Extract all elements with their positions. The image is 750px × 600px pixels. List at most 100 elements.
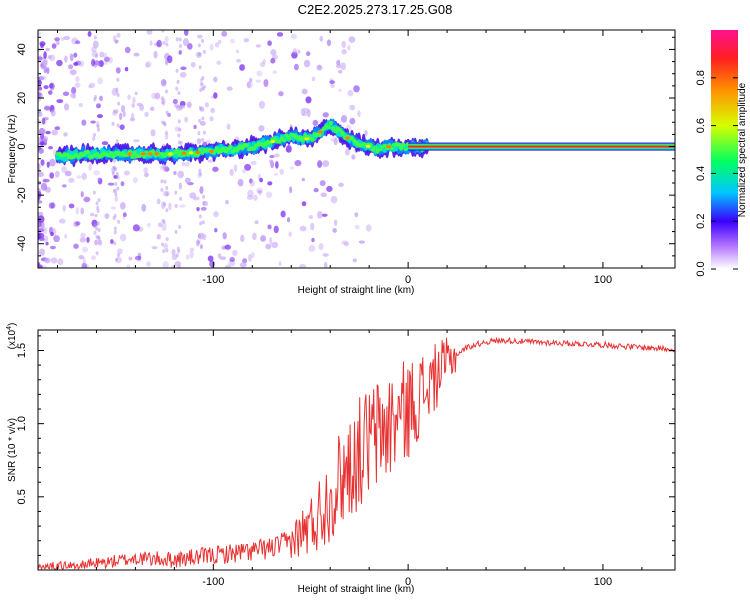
- spectrogram-speckle: [50, 231, 54, 237]
- spectrogram-speckle: [341, 49, 347, 55]
- spectrogram-streak: [97, 62, 101, 67]
- spectrogram-speckle: [97, 77, 103, 85]
- spectrogram-streak: [165, 89, 169, 94]
- spectrogram-speckle: [43, 65, 48, 74]
- spectrogram-speckle: [273, 225, 279, 234]
- spectrogram-speckle: [68, 203, 75, 209]
- spectrogram-speckle: [116, 32, 121, 38]
- spectrogram-panel: -100 0 100 40 20 0 -20 -40 Height of straight l…: [7, 29, 676, 296]
- spectrogram-speckle: [242, 168, 247, 174]
- spectrogram-hotspot: [304, 137, 310, 141]
- spectrogram-streak: [97, 177, 101, 182]
- spectrogram-speckle: [184, 161, 190, 167]
- spectrogram-speckle: [40, 221, 45, 229]
- spectrogram-speckle: [279, 169, 285, 175]
- spectrogram-speckle: [244, 163, 252, 171]
- spectrogram-speckle: [132, 96, 136, 104]
- spectrogram-ridge-blob: [228, 144, 233, 149]
- spectrogram-speckle: [323, 261, 328, 268]
- spectrogram-speckle: [42, 178, 50, 183]
- spectrogram-speckle: [156, 233, 161, 240]
- spectrogram-speckle: [294, 160, 302, 167]
- y-tick-label: 1.5: [16, 343, 28, 358]
- spectrogram-speckle: [70, 92, 76, 99]
- spectrogram-speckle: [71, 86, 77, 95]
- spectrogram-speckle: [87, 30, 92, 37]
- spectrogram-speckle: [149, 106, 155, 112]
- spectrogram-speckle: [80, 232, 86, 238]
- spectrogram-speckle: [262, 58, 266, 64]
- spectrogram-speckle: [292, 48, 298, 54]
- spectrogram-streak: [117, 219, 121, 224]
- spectrogram-speckle: [64, 170, 72, 177]
- spectrogram-speckle: [280, 210, 286, 218]
- spectrogram-ridge-blob: [403, 147, 408, 151]
- spectrogram-speckle: [163, 242, 169, 250]
- spectrogram-speckle: [254, 220, 259, 225]
- spectrogram-speckle: [64, 234, 68, 239]
- spectrogram-speckle: [154, 92, 161, 100]
- spectrogram-speckle: [256, 187, 263, 194]
- spectrogram-speckle: [301, 201, 307, 207]
- spectrogram-ridge-blob: [251, 146, 257, 151]
- spectrogram-speckle: [56, 59, 63, 67]
- spectrogram-speckle: [257, 190, 263, 194]
- spectrogram-streak: [202, 130, 206, 135]
- spectrogram-streak: [197, 234, 201, 239]
- spectrogram-speckle: [229, 168, 234, 176]
- spectrogram-speckle: [252, 232, 257, 241]
- snr-y-axis-label: SNR (10 * v/v): [7, 418, 18, 482]
- spectrogram-speckle: [61, 166, 68, 173]
- spectrogram-speckle: [258, 189, 262, 196]
- spectrogram-speckle: [293, 63, 299, 71]
- spectrogram-speckle: [267, 40, 272, 46]
- spectrogram-streak: [198, 214, 202, 219]
- spectrogram-streak: [96, 209, 100, 214]
- spectrogram-speckle: [308, 245, 316, 253]
- colorbar-tick-label: 0.4: [695, 166, 707, 181]
- spectrogram-speckle: [317, 211, 323, 219]
- spectrogram-streak: [164, 165, 168, 170]
- spectrogram-streak: [178, 43, 182, 48]
- spectrogram-speckle: [78, 60, 85, 67]
- spectrogram-speckle: [81, 172, 87, 180]
- spectrogram-streak: [113, 109, 117, 114]
- spectrogram-speckle: [144, 62, 150, 68]
- colorbar: 0.0 0.2 0.4 0.6 0.8 Normalized spectral ampl…: [695, 30, 748, 277]
- spectrogram-streak: [162, 220, 166, 225]
- x-tick-label: -100: [202, 274, 224, 286]
- spectrogram-streak: [115, 172, 119, 177]
- spectrogram-speckle: [180, 66, 187, 71]
- spectrogram-ridge-blob: [317, 132, 322, 138]
- spectrogram-speckle: [117, 248, 123, 255]
- spectrogram-speckle: [91, 58, 96, 67]
- spectrogram-speckle: [179, 100, 186, 107]
- spectrogram-speckle: [229, 38, 235, 44]
- spectrogram-streak: [162, 164, 166, 169]
- x-tick-label: -100: [202, 576, 224, 588]
- spectrogram-streak: [176, 104, 180, 109]
- spectrogram-streak: [198, 118, 202, 123]
- spectrogram-speckle: [143, 172, 149, 178]
- spectrogram-streak: [199, 243, 203, 248]
- spectrogram-streak: [197, 52, 201, 57]
- spectrogram-ridge-blob: [326, 124, 331, 130]
- spectrogram-speckle: [151, 246, 158, 250]
- spectrogram-ridge-blob: [328, 120, 334, 126]
- spectrogram-streak: [92, 224, 96, 229]
- spectrogram-speckle: [47, 55, 53, 60]
- spectrogram-speckle: [42, 59, 48, 66]
- spectrogram-speckle: [299, 225, 307, 232]
- spectrogram-speckle: [51, 129, 58, 136]
- spectrogram-speckle: [216, 60, 222, 65]
- spectrogram-speckle: [186, 101, 192, 108]
- spectrogram-speckle: [235, 49, 239, 54]
- spectrogram-streak: [93, 63, 97, 68]
- spectrogram-speckle: [192, 196, 200, 201]
- spectrogram-speckle: [330, 137, 338, 142]
- spectrogram-speckle: [68, 177, 75, 183]
- spectrogram-speckle: [56, 99, 64, 104]
- spectrogram-speckle: [204, 102, 209, 108]
- spectrogram-speckle: [144, 111, 149, 118]
- spectrogram-streak: [175, 37, 179, 42]
